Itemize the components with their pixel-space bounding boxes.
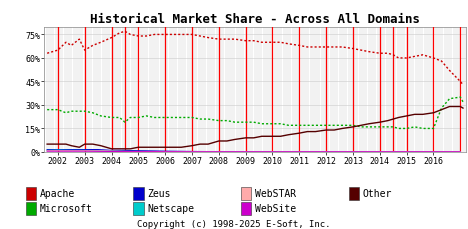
Text: WebSite: WebSite: [255, 203, 296, 213]
Title: Historical Market Share - Across All Domains: Historical Market Share - Across All Dom…: [90, 13, 420, 26]
Text: WebSTAR: WebSTAR: [255, 188, 296, 199]
Text: Zeus: Zeus: [147, 188, 171, 199]
Text: Apache: Apache: [40, 188, 75, 199]
Text: Microsoft: Microsoft: [40, 203, 93, 213]
Text: Other: Other: [363, 188, 392, 199]
Text: Copyright (c) 1998-2025 E-Soft, Inc.: Copyright (c) 1998-2025 E-Soft, Inc.: [137, 219, 331, 228]
Text: Netscape: Netscape: [147, 203, 194, 213]
